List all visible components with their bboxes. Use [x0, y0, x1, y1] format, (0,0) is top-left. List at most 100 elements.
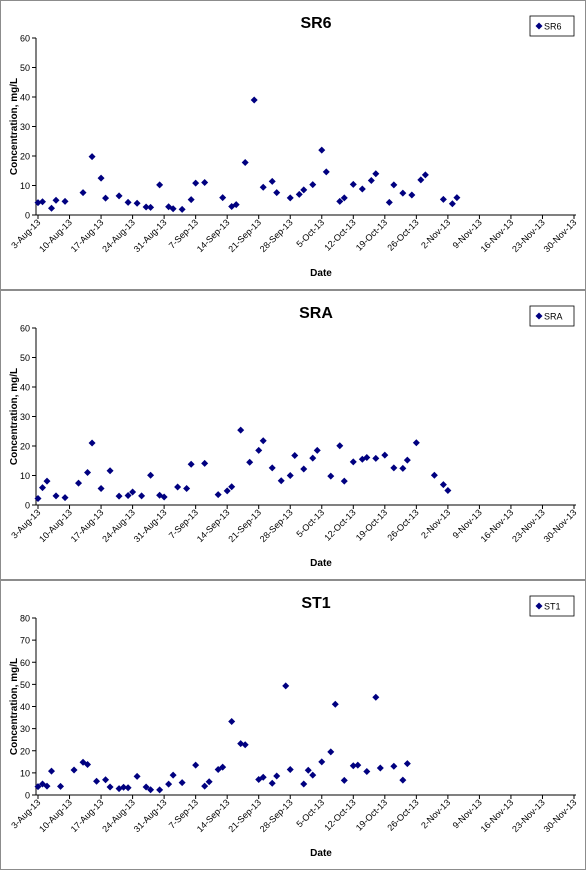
x-tick-label: 16-Nov-13: [479, 507, 516, 544]
data-point: [372, 693, 380, 701]
x-tick-label: 5-Oct-13: [294, 217, 326, 249]
data-point: [363, 454, 371, 462]
chart-svg: SR6 SR601020304050603-Aug-1310-Aug-1317-A…: [9, 15, 578, 279]
y-tick-label: 60: [20, 658, 30, 668]
data-point: [358, 185, 366, 193]
x-tick-label: 12-Oct-13: [322, 217, 357, 252]
data-point: [349, 458, 357, 466]
y-tick-label: 50: [20, 680, 30, 690]
data-point: [52, 492, 60, 500]
x-tick-label: 31-Aug-13: [132, 797, 169, 834]
x-tick-label: 23-Nov-13: [510, 797, 547, 834]
data-point: [412, 439, 420, 447]
y-tick-label: 10: [20, 181, 30, 191]
data-point: [165, 780, 173, 788]
data-point: [223, 487, 231, 495]
data-point: [340, 194, 348, 202]
y-tick-label: 20: [20, 152, 30, 162]
data-point: [106, 467, 114, 475]
data-point: [70, 766, 78, 774]
x-tick-label: 14-Sep-13: [195, 507, 232, 544]
data-point: [403, 456, 411, 464]
x-tick-label: 23-Nov-13: [510, 217, 547, 254]
data-point: [399, 189, 407, 197]
data-point: [408, 191, 416, 199]
chart-svg: ST1 ST1010203040506070803-Aug-1310-Aug-13…: [9, 595, 579, 859]
data-point: [138, 492, 146, 500]
data-point: [340, 776, 348, 784]
chart-panel-st1: ST1 ST1 0 10 20 30 40 50 60 70 80 3-Aug-13 10-Aug-13…: [0, 580, 586, 870]
data-point: [39, 198, 47, 206]
data-point: [403, 760, 411, 768]
data-point: [102, 776, 110, 784]
data-point: [259, 437, 267, 445]
data-point: [268, 779, 276, 787]
data-point: [129, 488, 137, 496]
data-point: [34, 783, 42, 791]
x-tick-label: 31-Aug-13: [132, 507, 169, 544]
data-point: [48, 767, 56, 775]
data-point: [309, 181, 317, 189]
data-point: [115, 192, 123, 200]
data-point: [43, 477, 51, 485]
y-tick-label: 20: [20, 746, 30, 756]
data-point: [115, 492, 123, 500]
y-axis-label: Concentration, mg/L: [9, 368, 20, 465]
data-point: [93, 777, 101, 785]
data-point: [156, 491, 164, 499]
x-tick-label: 21-Sep-13: [226, 797, 263, 834]
chart-panel-sr6: SR6 SR6 0 10 20 30 40 50 60 3-Aug-13 10-Aug-13 17-A…: [0, 0, 586, 290]
data-point: [246, 458, 254, 466]
y-tick-label: 30: [20, 724, 30, 734]
legend-label: SRA: [544, 312, 563, 322]
data-point: [75, 479, 83, 487]
data-point: [286, 766, 294, 774]
x-tick-label: 10-Aug-13: [37, 217, 74, 254]
x-tick-label: 30-Nov-13: [542, 797, 579, 834]
chart-title: SR6: [300, 15, 331, 32]
data-point: [300, 465, 308, 473]
data-point: [187, 460, 195, 468]
y-tick-label: 60: [20, 324, 30, 334]
y-tick-label: 0: [25, 501, 30, 511]
data-point: [57, 782, 65, 790]
chart-panel-sra: SRA SRA 0 10 20 30 40 50 60 3-Aug-13 10-Aug-13 17-A…: [0, 290, 586, 580]
data-point: [201, 782, 209, 790]
data-point: [97, 174, 105, 182]
data-point: [349, 762, 357, 770]
x-tick-label: 16-Nov-13: [479, 217, 516, 254]
data-point: [61, 494, 69, 502]
data-point: [228, 483, 236, 491]
data-point: [439, 481, 447, 489]
data-point: [147, 471, 155, 479]
data-point: [399, 776, 407, 784]
data-point: [327, 472, 335, 480]
data-point: [43, 782, 51, 790]
data-point: [205, 778, 213, 786]
data-point: [390, 181, 398, 189]
data-point: [390, 762, 398, 770]
data-point: [178, 779, 186, 787]
x-tick-label: 28-Sep-13: [258, 797, 295, 834]
data-point: [156, 786, 164, 794]
data-point: [381, 451, 389, 459]
data-point: [286, 472, 294, 479]
data-point: [61, 197, 69, 205]
x-tick-label: 14-Sep-13: [195, 217, 232, 254]
data-point: [313, 446, 321, 454]
data-point: [34, 495, 42, 503]
data-point: [106, 783, 114, 791]
data-point: [399, 464, 407, 472]
data-point: [241, 158, 249, 166]
data-point: [214, 491, 222, 499]
x-tick-label: 23-Nov-13: [510, 507, 547, 544]
x-tick-label: 26-Oct-13: [385, 797, 420, 832]
x-axis-label: Date: [310, 558, 332, 569]
data-point: [88, 439, 96, 447]
data-point: [169, 205, 177, 213]
data-point: [291, 451, 299, 459]
data-point: [318, 146, 326, 154]
data-point: [52, 196, 60, 204]
data-point: [192, 179, 200, 187]
data-point: [300, 780, 308, 788]
